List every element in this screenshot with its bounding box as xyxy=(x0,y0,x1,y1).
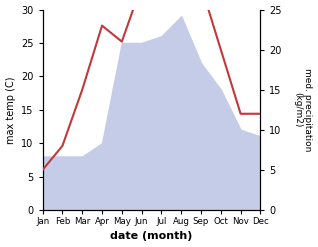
Y-axis label: med. precipitation
(kg/m2): med. precipitation (kg/m2) xyxy=(293,68,313,151)
Y-axis label: max temp (C): max temp (C) xyxy=(5,76,16,144)
X-axis label: date (month): date (month) xyxy=(110,231,193,242)
